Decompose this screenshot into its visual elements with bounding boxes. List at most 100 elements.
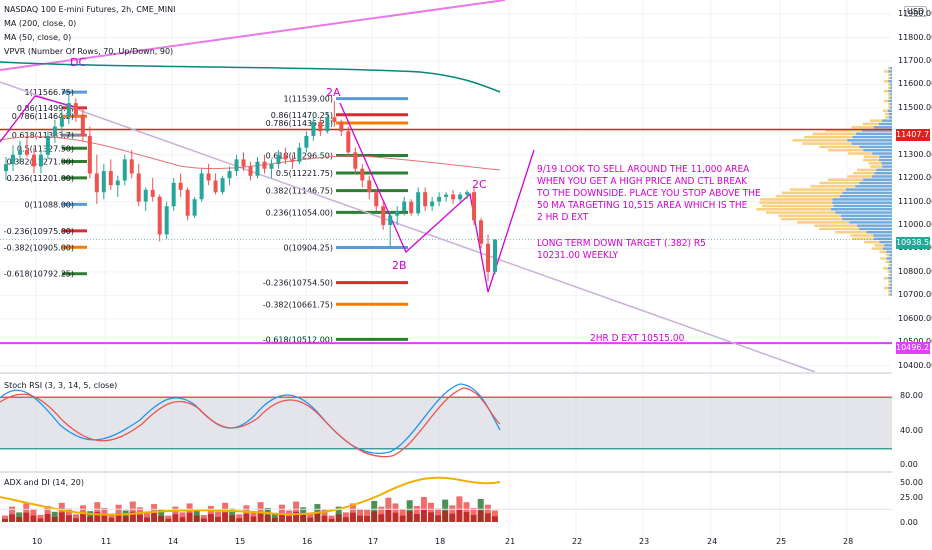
adx-bar-inner: [179, 517, 186, 522]
time-tick: 25: [776, 537, 787, 546]
adx-bar-inner: [420, 509, 427, 522]
vpvr-bar-up: [882, 165, 892, 168]
extension-note[interactable]: 2HR D EXT 10515.00: [590, 333, 685, 344]
vpvr-bar-down: [810, 185, 856, 188]
vpvr-bar-up: [874, 171, 892, 175]
vpvr-bar-down: [888, 263, 891, 267]
fib-label: -0.618(10512.00): [263, 335, 333, 344]
vpvr-bar-up: [889, 253, 892, 257]
long-term-target-note[interactable]: LONG TERM DOWN TARGET (.382) R5 10231.00…: [537, 238, 706, 261]
adx-bar-inner: [456, 509, 463, 522]
adx-bar-inner: [37, 518, 44, 522]
candle-body: [227, 171, 232, 179]
vpvr-bar-up: [888, 276, 892, 280]
symbol-title[interactable]: NASDAQ 100 E-mini Futures, 2h, CME_MINI: [4, 5, 176, 14]
adx-bar-inner: [65, 515, 72, 522]
vpvr-bar-up: [879, 240, 892, 244]
stoch-band: [0, 397, 892, 449]
vpvr-bar-down: [862, 122, 879, 126]
candle-body: [339, 121, 344, 132]
vpvr-bar-up: [888, 116, 892, 119]
vpvr-bar-up: [866, 230, 892, 234]
currency-label[interactable]: USD: [904, 6, 928, 17]
candle-body: [80, 114, 85, 136]
adx-title[interactable]: ADX and DI (14, 20): [4, 478, 84, 487]
vpvr-bar-down: [883, 99, 889, 103]
time-tick: 16: [302, 537, 313, 546]
trade-plan-note[interactable]: 9/19 LOOK TO SELL AROUND THE 11,000 AREA…: [537, 164, 761, 223]
vpvr-bar-down: [765, 211, 836, 214]
vpvr-bar-up: [890, 283, 892, 286]
vpvr-bar-up: [847, 139, 892, 142]
vpvr-bar-down: [868, 162, 882, 165]
adx-bar-inner: [286, 516, 292, 522]
vpvr-bar-down: [797, 221, 850, 224]
dc-leg: [0, 95, 76, 143]
candle-body: [283, 154, 288, 160]
time-tick: 11: [101, 537, 112, 546]
stoch-tick-0: 0.00: [900, 460, 918, 469]
ma50-legend[interactable]: MA (50, close, 0): [4, 33, 72, 42]
vpvr-bar-down: [888, 76, 891, 80]
vpvr-bar-up: [832, 201, 892, 204]
vpvr-bar-down: [778, 214, 841, 218]
vpvr-legend[interactable]: VPVR (Number Of Rows, 70, Up/Down, 90): [4, 47, 174, 56]
candle-body: [297, 147, 302, 162]
price-tick: 11000.00: [898, 220, 932, 230]
vpvr-bar-down: [850, 234, 874, 237]
support-badge: 10496.25: [896, 342, 932, 354]
stoch-rsi-pane: [0, 383, 892, 458]
adx-bar: [271, 513, 278, 522]
pane-separator[interactable]: [0, 372, 892, 374]
candle-body: [199, 173, 204, 200]
candle-body: [122, 159, 127, 181]
fib-label: -0.382(10661.75): [263, 300, 333, 309]
candle-body: [423, 192, 428, 207]
vpvr-bar-up: [873, 125, 892, 129]
vpvr-bar-down: [848, 152, 873, 155]
volume-profile: [756, 66, 892, 296]
candle-body: [129, 159, 134, 174]
vpvr-bar-down: [888, 96, 891, 99]
adx-bar-inner: [484, 513, 491, 522]
vpvr-bar-down: [756, 208, 831, 211]
vpvr-bar-down: [885, 260, 890, 264]
pane-separator[interactable]: [0, 471, 892, 473]
vpvr-bar-up: [890, 83, 892, 86]
fib-label: 0.86(11499.7): [17, 104, 74, 113]
point-2c-label: 2C: [472, 178, 487, 191]
vpvr-bar-down: [814, 224, 857, 227]
vpvr-bar-up: [890, 73, 892, 76]
adx-bar-inner: [271, 517, 278, 522]
candles: [4, 93, 498, 282]
fib-label: -0.618(10792.25): [4, 270, 74, 279]
adx-bar-inner: [23, 512, 30, 522]
vpvr-bar-up: [888, 112, 892, 116]
time-tick: 28: [843, 537, 854, 546]
vpvr-bar-down: [864, 240, 880, 244]
candle-body: [479, 220, 484, 244]
stoch-title[interactable]: Stoch RSI (3, 3, 14, 5, close): [4, 381, 118, 390]
adx-bar-inner: [243, 513, 250, 522]
adx-bar-inner: [300, 514, 307, 522]
vpvr-bar-down: [819, 227, 860, 231]
adx-bar-inner: [378, 514, 385, 522]
adx-bar-inner: [158, 515, 165, 522]
vpvr-bar-down: [856, 168, 877, 172]
vpvr-bar-down: [887, 270, 890, 273]
last-price-badge: 10938.50: [896, 237, 932, 249]
price-tick: 10500.00: [898, 337, 932, 346]
vpvr-bar-up: [863, 148, 892, 152]
time-tick: 23: [639, 537, 650, 546]
stoch-tick-80: 80.00: [900, 391, 923, 400]
adx-bar-inner: [463, 512, 470, 522]
stoch-d-line: [0, 387, 501, 458]
candle-body: [346, 131, 351, 153]
ma200-legend[interactable]: MA (200, close, 0): [4, 19, 77, 28]
vpvr-bar-down: [884, 70, 889, 73]
vpvr-bar-up: [878, 158, 892, 162]
candle-body: [430, 201, 435, 207]
candle-body: [24, 150, 29, 155]
fib-label: 1(11539.00): [283, 95, 333, 104]
vpvr-bar-down: [819, 181, 860, 185]
